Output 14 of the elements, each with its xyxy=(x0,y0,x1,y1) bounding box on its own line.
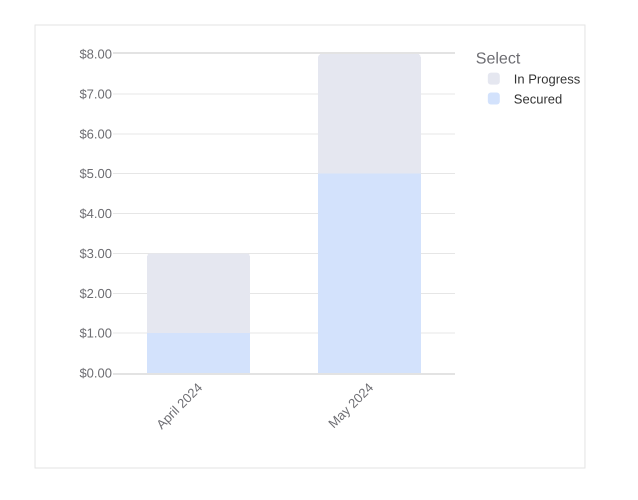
bar xyxy=(147,333,250,373)
y-tick-label: $6.00 xyxy=(79,126,112,142)
y-tick-label: $5.00 xyxy=(79,166,112,182)
legend-label: In Progress xyxy=(514,72,581,87)
legend-label: Secured xyxy=(514,92,562,107)
y-tick-label: $7.00 xyxy=(79,86,112,102)
y-tick-label: $1.00 xyxy=(79,326,112,341)
y-tick-label: $0.00 xyxy=(79,366,112,381)
y-tick-label: $2.00 xyxy=(79,286,112,301)
y-tick-label: $4.00 xyxy=(79,206,112,222)
bar xyxy=(318,174,421,373)
legend-title: Select xyxy=(476,50,521,68)
y-tick-label: $8.00 xyxy=(79,46,112,62)
y-tick-label: $3.00 xyxy=(79,246,112,261)
